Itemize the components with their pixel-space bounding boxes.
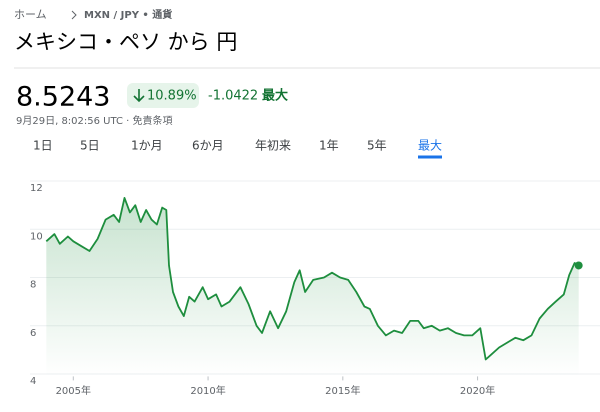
change-badge [127,83,199,108]
price: 8.5243 [16,82,110,113]
range-tab[interactable]: 1か月 [131,139,163,153]
x-tick-label: 2010年 [190,384,225,397]
area [46,197,579,377]
x-tick-label: 2005年 [56,384,91,397]
range-tab[interactable]: 1日 [33,139,53,153]
timestamp: 9月29日, 8:02:56 UTC · 免責条項 [16,114,173,127]
breadcrumb-link[interactable]: MXN / JPY • 通貨 [84,8,172,21]
change-period: 最大 [262,88,288,104]
change: -1.0422 [208,89,258,104]
x-tick-label: 2020年 [460,384,495,397]
change-percent: 10.89% [147,89,197,104]
down-arrow [133,89,145,103]
y-tick-label: 12 [30,183,43,194]
last-point [574,261,583,270]
y-tick-label: 8 [30,280,36,291]
x-tick-label: 2015年 [325,384,360,397]
range-tab[interactable]: 6か月 [192,139,224,153]
page-title: メキシコ・ペソ から 円 [14,30,237,54]
range-tab[interactable]: 1年 [319,139,339,153]
price-line [45,197,580,361]
y-tick-label: 4 [30,376,36,387]
range-tab[interactable]: 最大 [418,139,442,153]
breadcrumb-link[interactable]: ホーム [14,8,47,21]
chevron [71,10,77,20]
range-tab[interactable]: 5日 [80,139,100,153]
range-tab[interactable]: 5年 [367,139,387,153]
range-tab[interactable]: 年初来 [255,139,291,153]
y-tick-label: 10 [30,231,43,242]
y-tick-label: 6 [30,328,36,339]
